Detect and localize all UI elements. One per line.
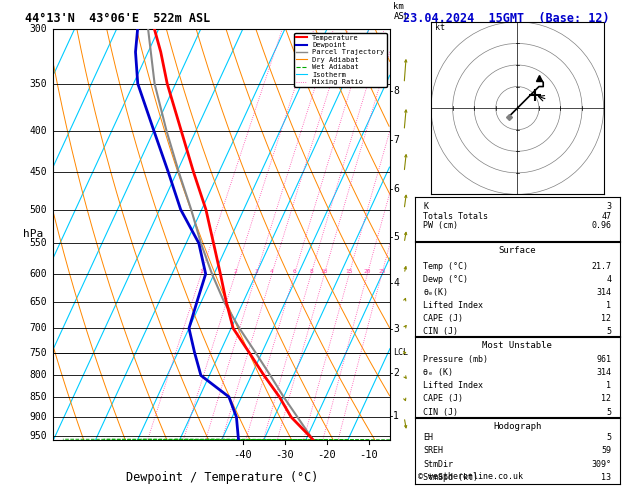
- Text: hPa: hPa: [23, 229, 43, 240]
- Text: 2: 2: [393, 368, 399, 378]
- Text: 12: 12: [601, 314, 611, 323]
- Text: -10: -10: [360, 450, 378, 460]
- Text: Temp (°C): Temp (°C): [423, 262, 469, 271]
- Text: 350: 350: [29, 79, 47, 88]
- Text: 314: 314: [596, 288, 611, 297]
- Text: 8: 8: [393, 86, 399, 96]
- Text: Hodograph: Hodograph: [493, 422, 542, 431]
- Text: 550: 550: [29, 238, 47, 248]
- Text: 3: 3: [393, 324, 399, 334]
- Text: Mixing Ratio (g/kg): Mixing Ratio (g/kg): [439, 225, 448, 327]
- Text: 47: 47: [601, 212, 611, 221]
- Text: Surface: Surface: [499, 246, 536, 255]
- Text: Lifted Index: Lifted Index: [423, 301, 483, 310]
- Text: CAPE (J): CAPE (J): [423, 314, 464, 323]
- Text: 700: 700: [29, 323, 47, 333]
- Text: 6: 6: [292, 269, 296, 274]
- Text: 3: 3: [606, 202, 611, 211]
- Text: SREH: SREH: [423, 446, 443, 455]
- Text: © weatheronline.co.uk: © weatheronline.co.uk: [418, 472, 523, 481]
- Text: 5: 5: [393, 232, 399, 242]
- Text: 23.04.2024  15GMT  (Base: 12): 23.04.2024 15GMT (Base: 12): [403, 12, 609, 25]
- Text: CIN (J): CIN (J): [423, 327, 459, 336]
- Text: LCL: LCL: [393, 348, 408, 357]
- Legend: Temperature, Dewpoint, Parcel Trajectory, Dry Adiabat, Wet Adiabat, Isotherm, Mi: Temperature, Dewpoint, Parcel Trajectory…: [294, 33, 386, 87]
- Text: 59: 59: [601, 446, 611, 455]
- Text: -20: -20: [318, 450, 337, 460]
- Text: 400: 400: [29, 126, 47, 136]
- Text: Totals Totals: Totals Totals: [423, 212, 488, 221]
- Text: 1: 1: [606, 301, 611, 310]
- Text: 0.96: 0.96: [591, 221, 611, 230]
- Text: PW (cm): PW (cm): [423, 221, 459, 230]
- Text: 309°: 309°: [591, 460, 611, 469]
- Text: 20: 20: [364, 269, 371, 274]
- Text: 300: 300: [29, 24, 47, 34]
- Text: 44°13'N  43°06'E  522m ASL: 44°13'N 43°06'E 522m ASL: [25, 12, 211, 25]
- Text: 7: 7: [393, 135, 399, 145]
- Text: 5: 5: [606, 408, 611, 417]
- Text: kt: kt: [435, 23, 445, 33]
- Text: 25: 25: [378, 269, 386, 274]
- Text: 650: 650: [29, 297, 47, 307]
- Text: 4: 4: [606, 276, 611, 284]
- Text: 13: 13: [601, 473, 611, 482]
- Text: 1: 1: [199, 269, 203, 274]
- Text: 2: 2: [233, 269, 237, 274]
- Text: StmDir: StmDir: [423, 460, 454, 469]
- Text: θₑ (K): θₑ (K): [423, 368, 454, 377]
- Text: Dewp (°C): Dewp (°C): [423, 276, 469, 284]
- Text: 750: 750: [29, 347, 47, 358]
- Text: 950: 950: [29, 431, 47, 441]
- Text: 1: 1: [393, 411, 399, 421]
- Text: 961: 961: [596, 355, 611, 364]
- Text: 4: 4: [270, 269, 274, 274]
- Text: 314: 314: [596, 368, 611, 377]
- Text: 6: 6: [393, 184, 399, 194]
- Text: 800: 800: [29, 370, 47, 381]
- Text: CIN (J): CIN (J): [423, 408, 459, 417]
- Text: Pressure (mb): Pressure (mb): [423, 355, 488, 364]
- Text: 21.7: 21.7: [591, 262, 611, 271]
- Text: EH: EH: [423, 433, 433, 442]
- Text: 600: 600: [29, 269, 47, 279]
- Text: 15: 15: [345, 269, 353, 274]
- Text: 500: 500: [29, 205, 47, 214]
- Text: km
ASL: km ASL: [393, 1, 409, 21]
- Text: 850: 850: [29, 392, 47, 402]
- Text: 900: 900: [29, 412, 47, 422]
- Text: 5: 5: [606, 433, 611, 442]
- Text: 8: 8: [309, 269, 313, 274]
- Text: CAPE (J): CAPE (J): [423, 394, 464, 403]
- Text: K: K: [423, 202, 428, 211]
- Text: 3: 3: [255, 269, 259, 274]
- Text: StmSpd (kt): StmSpd (kt): [423, 473, 478, 482]
- Text: Lifted Index: Lifted Index: [423, 381, 483, 390]
- Text: 10: 10: [321, 269, 328, 274]
- Text: 5: 5: [606, 327, 611, 336]
- Text: Dewpoint / Temperature (°C): Dewpoint / Temperature (°C): [126, 470, 318, 484]
- Text: 4: 4: [393, 278, 399, 288]
- Text: -30: -30: [276, 450, 294, 460]
- Text: 1: 1: [606, 381, 611, 390]
- Text: 12: 12: [601, 394, 611, 403]
- Text: 450: 450: [29, 167, 47, 177]
- Text: θₑ(K): θₑ(K): [423, 288, 448, 297]
- Text: Most Unstable: Most Unstable: [482, 341, 552, 350]
- Text: -40: -40: [233, 450, 252, 460]
